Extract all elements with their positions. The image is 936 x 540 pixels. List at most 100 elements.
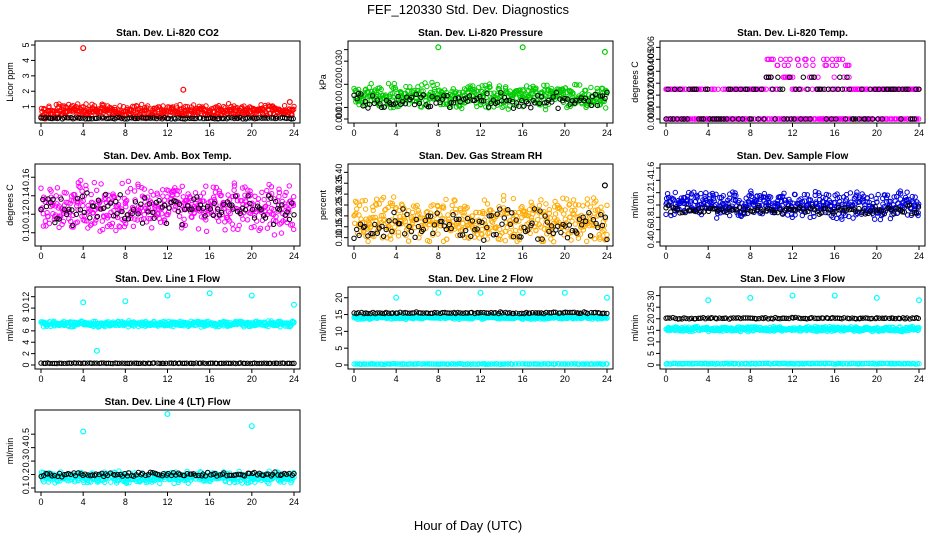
data-points: [663, 188, 922, 223]
y-tick-label: 1.6: [646, 162, 656, 175]
data-point: [574, 82, 580, 88]
data-point: [94, 187, 100, 194]
data-point: [699, 86, 705, 92]
data-point: [276, 193, 282, 200]
data-point: [130, 223, 137, 230]
data-point: [244, 217, 251, 223]
data-point: [151, 106, 157, 112]
data-point: [868, 193, 874, 199]
data-point: [506, 97, 512, 104]
data-point: [803, 62, 809, 69]
x-tick-label: 20: [872, 128, 882, 138]
data-point: [255, 196, 262, 202]
data-point: [261, 196, 267, 203]
data-point: [85, 225, 91, 231]
data-point: [181, 216, 187, 223]
y-tick-label: 0.000: [646, 108, 656, 131]
x-tick-label: 4: [394, 251, 399, 261]
data-point: [416, 100, 423, 107]
data-point: [291, 212, 297, 218]
data-point: [795, 62, 802, 69]
figure-xlabel: Hour of Day (UTC): [414, 518, 522, 533]
data-point: [431, 86, 438, 92]
data-point: [256, 115, 262, 121]
data-point: [551, 239, 557, 245]
data-point: [126, 115, 133, 121]
outlier-point: [435, 44, 442, 51]
data-point: [872, 216, 878, 222]
data-point: [535, 217, 541, 223]
data-point: [450, 100, 457, 106]
y-tick-label: 6: [21, 328, 31, 333]
data-point: [572, 81, 578, 88]
outlier-point: [435, 289, 442, 296]
data-point: [388, 105, 394, 111]
data-point: [588, 84, 594, 91]
data-point: [411, 101, 418, 108]
data-point: [577, 82, 583, 88]
data-point: [538, 197, 544, 203]
plot-frame: [347, 286, 614, 370]
data-point: [513, 102, 520, 108]
x-tick-label: 12: [475, 251, 485, 261]
outlier-point: [603, 294, 610, 301]
data-point: [390, 94, 396, 100]
data-points: [351, 44, 610, 113]
x-tick-label: 0: [351, 374, 356, 384]
data-point: [587, 204, 593, 210]
x-tick-label: 16: [518, 128, 528, 138]
y-tick-label: 5: [334, 346, 344, 351]
data-point: [172, 116, 178, 122]
data-point: [191, 115, 197, 122]
data-point: [466, 93, 473, 99]
data-point: [572, 221, 578, 227]
x-tick-label: 20: [247, 128, 257, 138]
data-points: [38, 290, 298, 367]
data-point: [203, 103, 209, 109]
data-point: [829, 56, 835, 62]
panel-title: Stan. Dev. Li-820 Temp.: [737, 28, 848, 39]
data-point: [413, 91, 419, 98]
x-tick-label: 16: [205, 374, 215, 384]
data-point: [60, 105, 67, 111]
x-tick-label: 16: [830, 128, 840, 138]
x-tick-label: 16: [518, 374, 528, 384]
data-point: [409, 209, 416, 216]
x-tick-label: 4: [706, 251, 711, 261]
y-tick-label: 20: [334, 293, 344, 303]
data-point: [183, 112, 190, 119]
data-point: [291, 103, 297, 110]
data-point: [500, 197, 507, 203]
data-point: [499, 221, 505, 227]
data-point: [231, 180, 238, 186]
data-point: [230, 226, 236, 232]
data-point: [535, 236, 541, 242]
data-point: [80, 203, 86, 209]
data-point: [374, 97, 380, 103]
y-tick-label: 15: [334, 310, 344, 320]
data-point: [265, 200, 272, 207]
data-point: [72, 115, 78, 121]
data-point: [534, 90, 540, 96]
x-tick-label: 20: [560, 251, 570, 261]
data-point: [484, 90, 490, 97]
data-point: [601, 98, 607, 105]
data-point: [573, 97, 579, 104]
x-tick-label: 0: [38, 374, 43, 384]
data-point: [291, 194, 297, 200]
data-point: [481, 197, 488, 203]
x-tick-label: 8: [748, 128, 753, 138]
data-point: [114, 115, 120, 121]
data-point: [775, 74, 781, 80]
data-point: [98, 181, 104, 187]
data-point: [444, 92, 450, 99]
y-tick-label: 3: [21, 73, 31, 78]
data-point: [457, 99, 463, 105]
y-tick-label: 10: [21, 303, 31, 313]
data-point: [560, 91, 567, 97]
data-point: [151, 115, 157, 121]
y-tick-label: 0: [21, 362, 31, 367]
data-point: [800, 74, 806, 80]
